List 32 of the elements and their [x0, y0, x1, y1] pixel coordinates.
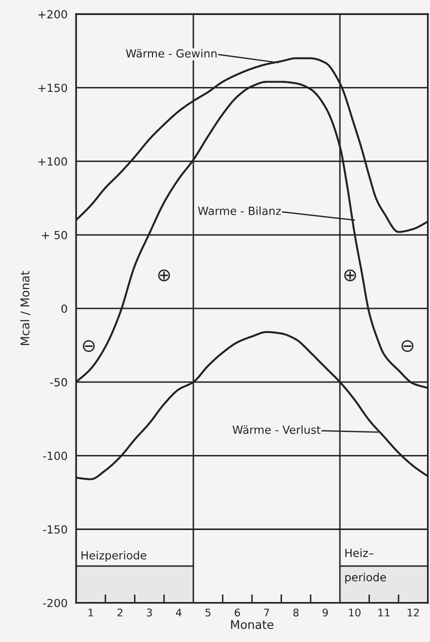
x-tick-label: 8: [293, 608, 299, 616]
y-tick-label: +150: [38, 84, 68, 92]
x-tick-label: 10: [349, 608, 361, 616]
text: Heiz– periode: [345, 548, 386, 584]
x-tick-label: 1: [88, 608, 94, 616]
y-tick-label: 0: [61, 304, 68, 313]
annotation: ⊕: [344, 269, 356, 282]
y-tick-label: +200: [38, 10, 68, 19]
y-axis-title: Mcal / Monat: [20, 271, 30, 346]
annotation: ⊖: [82, 340, 95, 352]
y-tick-label: + 50: [42, 230, 68, 240]
x-tick-label: 2: [118, 608, 122, 616]
y-tick-label: -100: [43, 452, 68, 460]
x-tick-label: 5: [206, 608, 210, 616]
annotation: Wärme - Verlust: [232, 425, 321, 434]
x-tick-label: 7: [264, 608, 270, 616]
annotation: Warme - Bilanz: [198, 206, 281, 216]
annotation: ⊕: [158, 269, 170, 282]
x-tick-label: 3: [146, 608, 152, 616]
y-tick-label: -50: [50, 378, 68, 386]
x-tick-label: 6: [234, 608, 240, 616]
x-tick-label: 9: [322, 608, 328, 616]
y-tick-label: -150: [43, 525, 68, 534]
x-axis-title: Monate: [231, 620, 274, 629]
annotation: ⊖: [402, 340, 414, 352]
x-tick-label: 11: [378, 608, 390, 616]
x-tick-label: 4: [176, 608, 182, 616]
annotation: Wärme - Gewinn: [126, 48, 217, 58]
y-tick-label: +100: [38, 157, 68, 166]
band-label: Heizperiode: [82, 550, 146, 562]
x-tick-label: 12: [408, 608, 419, 616]
y-tick-label: -200: [43, 598, 68, 608]
